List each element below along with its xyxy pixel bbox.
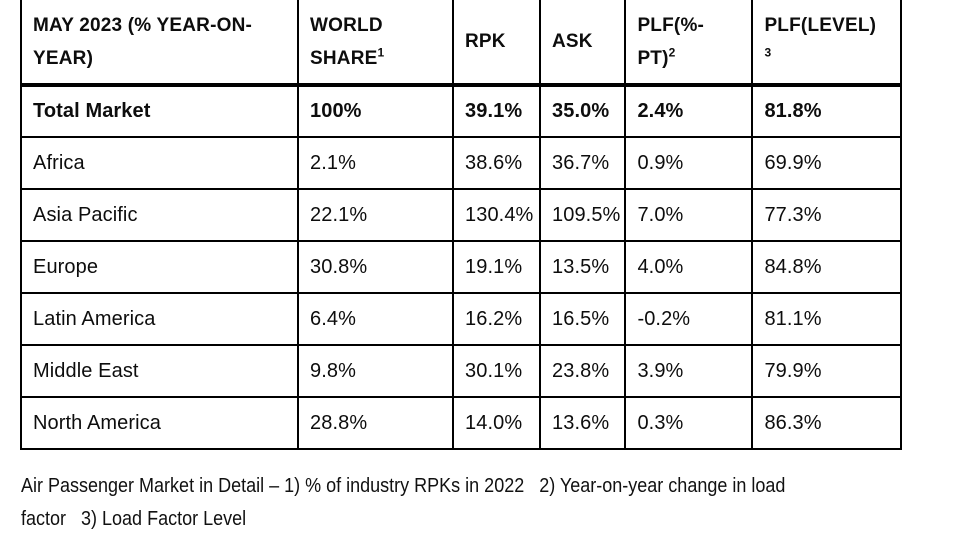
plf-level-cell: 79.9% xyxy=(751,344,903,398)
plf-pt-cell: 3.9% xyxy=(624,344,754,398)
header-region-line2: YEAR) xyxy=(33,47,94,69)
header-plf-pt-line2: PT) xyxy=(637,47,669,69)
header-plf-level: PLF(LEVEL) 3 xyxy=(751,0,903,87)
region-cell: Asia Pacific xyxy=(20,188,299,242)
rpk-cell: 130.4% xyxy=(452,188,541,242)
plf-level-cell: 84.8% xyxy=(751,240,903,294)
air-passenger-market-table: MAY 2023 (% YEAR-ON- YEAR) WORLD SHARE1 … xyxy=(20,0,903,450)
rpk-cell: 30.1% xyxy=(452,344,541,398)
footnote-line-2: factor 3) Load Factor Level xyxy=(21,508,247,530)
plf-level-cell: 81.1% xyxy=(751,292,903,346)
header-world-share-line1: WORLD xyxy=(310,14,383,36)
region-cell: Africa xyxy=(20,136,299,190)
rpk-cell: 16.2% xyxy=(452,292,541,346)
ask-cell: 16.5% xyxy=(538,292,627,346)
table-row-total-market: Total Market 100% 39.1% 35.0% 2.4% 81.8% xyxy=(20,84,903,138)
header-row: MAY 2023 (% YEAR-ON- YEAR) WORLD SHARE1 … xyxy=(20,0,903,87)
world-share-cell: 28.8% xyxy=(297,396,454,450)
table-row-north-america: North America 28.8% 14.0% 13.6% 0.3% 86.… xyxy=(20,396,903,450)
header-rpk: RPK xyxy=(452,0,541,87)
plf-pt-cell: -0.2% xyxy=(624,292,754,346)
plf-pt-cell: 4.0% xyxy=(624,240,754,294)
world-share-cell: 6.4% xyxy=(297,292,454,346)
plf-pt-cell: 7.0% xyxy=(624,188,754,242)
world-share-cell: 30.8% xyxy=(297,240,454,294)
table-row-latin-america: Latin America 6.4% 16.2% 16.5% -0.2% 81.… xyxy=(20,292,903,346)
ask-cell: 36.7% xyxy=(538,136,627,190)
header-ask-label: ASK xyxy=(552,31,593,52)
header-plf-level-line1: PLF(LEVEL) xyxy=(764,14,877,36)
header-rpk-label: RPK xyxy=(465,31,506,52)
table-row-europe: Europe 30.8% 19.1% 13.5% 4.0% 84.8% xyxy=(20,240,903,294)
ask-cell: 13.6% xyxy=(538,396,627,450)
header-region-line1: MAY 2023 (% YEAR-ON- xyxy=(33,14,253,36)
world-share-cell: 2.1% xyxy=(297,136,454,190)
ask-cell: 23.8% xyxy=(538,344,627,398)
plf-pt-cell: 2.4% xyxy=(624,84,754,138)
plf-level-cell: 86.3% xyxy=(751,396,903,450)
header-world-share-line2: SHARE xyxy=(310,47,378,69)
header-plf-pt-line1: PLF(%- xyxy=(637,14,705,36)
footnote-ref-3: 3 xyxy=(764,45,772,60)
table-footnote: Air Passenger Market in Detail – 1) % of… xyxy=(21,470,959,536)
header-ask: ASK xyxy=(538,0,627,87)
plf-pt-cell: 0.9% xyxy=(624,136,754,190)
world-share-cell: 100% xyxy=(297,84,454,138)
table-row-middle-east: Middle East 9.8% 30.1% 23.8% 3.9% 79.9% xyxy=(20,344,903,398)
header-world-share: WORLD SHARE1 xyxy=(297,0,454,87)
region-cell: Latin America xyxy=(20,292,299,346)
table-row-africa: Africa 2.1% 38.6% 36.7% 0.9% 69.9% xyxy=(20,136,903,190)
header-plf-pt: PLF(%- PT)2 xyxy=(624,0,754,87)
rpk-cell: 39.1% xyxy=(452,84,541,138)
world-share-cell: 22.1% xyxy=(297,188,454,242)
region-cell: Middle East xyxy=(20,344,299,398)
region-cell: North America xyxy=(20,396,299,450)
plf-level-cell: 81.8% xyxy=(751,84,903,138)
ask-cell: 13.5% xyxy=(538,240,627,294)
ask-cell: 109.5% xyxy=(538,188,627,242)
footnote-line-1: Air Passenger Market in Detail – 1) % of… xyxy=(21,475,786,497)
header-region: MAY 2023 (% YEAR-ON- YEAR) xyxy=(20,0,299,87)
table-row-asia-pacific: Asia Pacific 22.1% 130.4% 109.5% 7.0% 77… xyxy=(20,188,903,242)
ask-cell: 35.0% xyxy=(538,84,627,138)
rpk-cell: 19.1% xyxy=(452,240,541,294)
footnote-ref-2: 2 xyxy=(668,45,676,60)
rpk-cell: 38.6% xyxy=(452,136,541,190)
plf-level-cell: 77.3% xyxy=(751,188,903,242)
region-cell: Europe xyxy=(20,240,299,294)
footnote-ref-1: 1 xyxy=(377,45,385,60)
rpk-cell: 14.0% xyxy=(452,396,541,450)
world-share-cell: 9.8% xyxy=(297,344,454,398)
plf-pt-cell: 0.3% xyxy=(624,396,754,450)
plf-level-cell: 69.9% xyxy=(751,136,903,190)
region-cell: Total Market xyxy=(20,84,299,138)
